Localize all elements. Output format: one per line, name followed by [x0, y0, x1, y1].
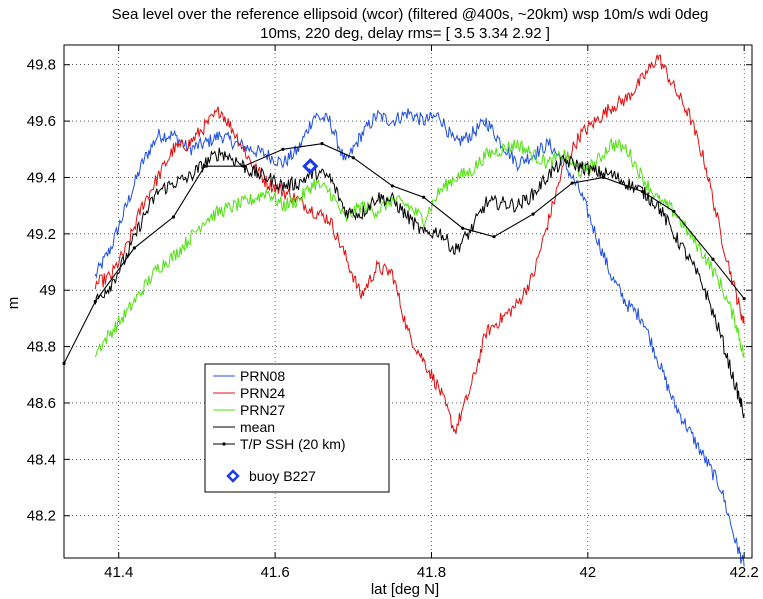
y-tick-label: 48.4: [27, 451, 56, 468]
series-line-prn08: [94, 108, 745, 567]
legend-label-prn08: PRN08: [240, 368, 285, 384]
x-tick-label: 41.4: [104, 564, 133, 581]
series-point-t-p-ssh-20-km: [203, 164, 207, 168]
series-point-t-p-ssh-20-km: [171, 215, 176, 219]
series-point-t-p-ssh-20-km: [422, 195, 426, 199]
y-tick-label: 49.2: [27, 226, 56, 243]
buoy-marker: [302, 158, 319, 175]
legend-label-mean: mean: [240, 419, 275, 435]
grid-lines: [64, 45, 752, 558]
plot-area-frame: [63, 44, 753, 559]
y-tick-label: 48.6: [27, 395, 56, 412]
y-tick-label: 48.8: [27, 339, 56, 356]
chart-title-line1: Sea level over the reference ellipsoid (…: [112, 6, 709, 23]
series-point-t-p-ssh-20-km: [672, 209, 676, 213]
y-tick-label: 49: [39, 282, 56, 299]
annotations: [302, 158, 319, 175]
legend-label-prn27: PRN27: [240, 402, 285, 418]
x-tick-label: 42: [579, 564, 596, 581]
series-point-t-p-ssh-20-km: [492, 235, 496, 239]
series-point-t-p-ssh-20-km: [742, 297, 746, 301]
series-point-t-p-ssh-20-km: [570, 181, 574, 185]
legend-box: [204, 363, 390, 493]
series-point-t-p-ssh-20-km: [93, 299, 97, 304]
y-axis-label: m: [5, 297, 22, 310]
series-point-t-p-ssh-20-km: [390, 184, 394, 188]
y-tick-label: 49.6: [27, 113, 56, 130]
series-point-t-p-ssh-20-km: [640, 189, 645, 194]
x-tick-label: 42.2: [730, 564, 759, 581]
x-axis-label: lat [deg N]: [371, 581, 439, 598]
y-tick-label: 48.2: [27, 508, 56, 525]
y-tick-label: 49.4: [27, 169, 56, 186]
legend-buoy-marker: [226, 469, 240, 483]
series-point-t-p-ssh-20-km: [711, 257, 715, 261]
series-point-t-p-ssh-20-km: [461, 226, 465, 230]
x-tick-label: 41.6: [260, 564, 289, 581]
series-lines: [62, 54, 746, 567]
legend-label-t-p-ssh-20-km: T/P SSH (20 km): [240, 436, 346, 452]
series-point-t-p-ssh-20-km: [242, 164, 246, 168]
series-line-prn24: [94, 54, 745, 435]
series-point-t-p-ssh-20-km: [601, 175, 606, 180]
legend-label-prn24: PRN24: [240, 385, 285, 401]
chart-title-line2: 10ms, 220 deg, delay rms= [ 3.5 3.34 2.9…: [260, 25, 550, 42]
legend-swatch-dot: [222, 442, 226, 446]
legend-label-buoy: buoy B227: [249, 468, 316, 484]
y-tick-label: 49.8: [27, 57, 56, 74]
series-point-t-p-ssh-20-km: [320, 142, 324, 146]
series-point-t-p-ssh-20-km: [531, 212, 535, 216]
axis-ticks: 41.4 41.6 41.8 42 42.2 48.2 48.4 48.6 48.8 49 49.2…: [27, 45, 759, 581]
x-tick-label: 41.8: [417, 564, 446, 581]
series-point-t-p-ssh-20-km: [281, 147, 285, 151]
series-line-t-p-ssh-20-km: [63, 143, 745, 364]
series-point-t-p-ssh-20-km: [132, 246, 136, 250]
series-line-prn27: [94, 137, 745, 358]
series-point-t-p-ssh-20-km: [351, 156, 355, 160]
